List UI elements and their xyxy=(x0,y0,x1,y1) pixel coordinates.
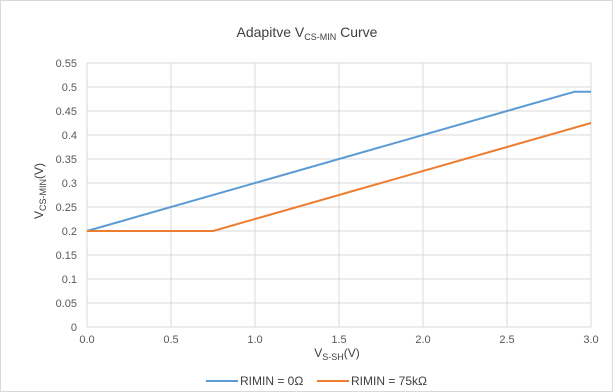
y-tick-label: 0 xyxy=(71,322,77,334)
y-tick-label: 0.15 xyxy=(56,250,77,262)
x-tick-label: 2.5 xyxy=(499,334,514,346)
x-tick-label: 2.0 xyxy=(415,334,430,346)
x-tick-label: 3.0 xyxy=(583,334,598,346)
x-tick-label: 0.5 xyxy=(163,334,178,346)
x-tick-label: 1.0 xyxy=(247,334,262,346)
x-axis-label: VS-SH(V) xyxy=(314,346,360,362)
x-tick-label: 1.5 xyxy=(331,334,346,346)
y-tick-label: 0.5 xyxy=(62,82,77,94)
y-tick-label: 0.35 xyxy=(56,154,77,166)
x-tick-label: 0.0 xyxy=(79,334,94,346)
y-tick-label: 0.45 xyxy=(56,106,77,118)
series-line-1 xyxy=(86,90,591,232)
legend-label-2: RIMIN = 75kΩ xyxy=(351,374,427,388)
chart-title: Adapitve VCS-MIN Curve xyxy=(237,24,378,42)
legend-label-1: RIMIN = 0Ω xyxy=(240,374,303,388)
legend: RIMIN = 0Ω RIMIN = 75kΩ xyxy=(206,374,427,388)
y-tick-label: 0.25 xyxy=(56,202,77,214)
y-axis-label: VCS-MIN(V) xyxy=(32,163,48,219)
y-tick-label: 0.55 xyxy=(56,58,77,70)
y-tick-label: 0.1 xyxy=(62,274,77,286)
y-tick-labels: 0 0.05 0.1 0.15 0.2 0.25 0.3 0.35 0.4 0.45 0.5 0.55 xyxy=(56,58,77,334)
y-tick-label: 0.3 xyxy=(62,178,77,190)
x-tick-labels: 0.0 0.5 1.0 1.5 2.0 2.5 3.0 xyxy=(79,334,598,346)
series-lines xyxy=(86,90,592,232)
y-tick-label: 0.2 xyxy=(62,226,77,238)
y-tick-label: 0.4 xyxy=(62,130,77,142)
series-line-2 xyxy=(87,122,592,232)
y-tick-label: 0.05 xyxy=(56,298,77,310)
